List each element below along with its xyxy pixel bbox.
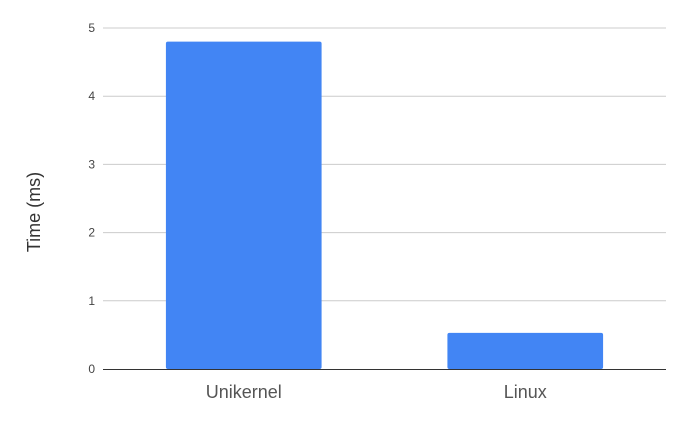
y-tick-label: 1 bbox=[88, 294, 95, 308]
y-tick-label: 5 bbox=[88, 21, 95, 35]
bar-linux bbox=[447, 332, 604, 369]
y-tick-label: 0 bbox=[88, 362, 95, 376]
y-axis-title: Time (ms) bbox=[24, 172, 44, 252]
y-tick-label: 2 bbox=[88, 226, 95, 240]
y-tick-label: 4 bbox=[88, 89, 95, 103]
x-category-label-unikernel: Unikernel bbox=[206, 382, 282, 402]
y-tick-label: 3 bbox=[88, 157, 95, 171]
y-axis-ticks: 0 1 2 3 4 5 bbox=[88, 21, 95, 376]
x-axis-category-labels: Unikernel Linux bbox=[206, 382, 547, 402]
x-category-label-linux: Linux bbox=[504, 382, 547, 402]
bars bbox=[165, 41, 604, 369]
bar-unikernel bbox=[165, 41, 322, 369]
